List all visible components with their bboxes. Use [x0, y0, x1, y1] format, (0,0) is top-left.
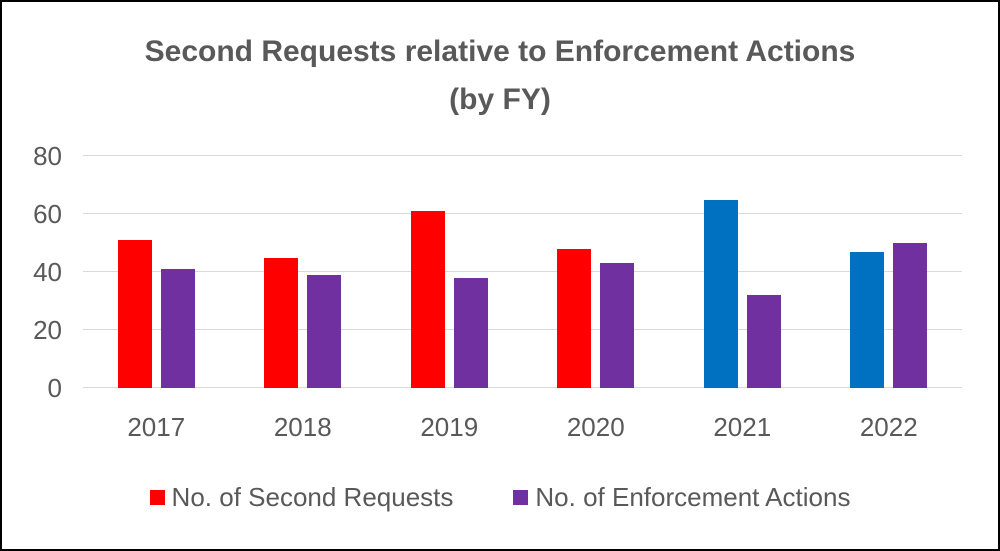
gridline-40 — [83, 271, 962, 272]
x-axis-label-2018: 2018 — [273, 412, 332, 442]
bar-series2-2022 — [893, 243, 928, 388]
plot-area — [83, 155, 962, 388]
y-axis-tick-label-60: 60 — [33, 199, 62, 229]
chart-title: Second Requests relative to Enforcement … — [144, 35, 856, 68]
x-axis-label-2021: 2021 — [713, 412, 772, 442]
x-axis-label-2017: 2017 — [127, 412, 186, 442]
legend-item-series1: No. of Second Requests — [149, 482, 454, 513]
gridline-0 — [83, 387, 962, 388]
bar-series2-2018 — [307, 274, 342, 388]
legend-item-series2: No. of Enforcement Actions — [513, 482, 850, 513]
bar-series1-2022 — [850, 251, 885, 388]
legend-swatch-icon — [149, 490, 165, 505]
y-axis-tick-label-0: 0 — [47, 373, 62, 403]
chart-subtitle: (by FY) — [449, 83, 551, 116]
legend-label: No. of Second Requests — [171, 482, 454, 512]
bar-series2-2019 — [453, 277, 488, 388]
gridline-20 — [83, 329, 962, 330]
bar-series1-2019 — [410, 211, 445, 388]
bar-series2-2017 — [160, 269, 195, 388]
x-axis-label-2020: 2020 — [566, 412, 625, 442]
y-axis-tick-label-20: 20 — [33, 315, 62, 345]
bar-series1-2017 — [117, 240, 152, 388]
chart-title-block: Second Requests relative to Enforcement … — [2, 28, 998, 124]
y-axis-tick-label-80: 80 — [33, 141, 62, 171]
legend: No. of Second Requests No. of Enforcement… — [2, 482, 998, 513]
bar-series1-2018 — [264, 257, 299, 388]
y-axis-tick-label-40: 40 — [33, 257, 62, 287]
gridline-60 — [83, 213, 962, 214]
legend-swatch-icon — [513, 490, 529, 505]
gridline-80 — [83, 155, 962, 156]
bar-series2-2021 — [746, 295, 781, 388]
bar-series1-2021 — [703, 199, 738, 388]
x-axis-label-2022: 2022 — [859, 412, 918, 442]
x-axis-label-2019: 2019 — [420, 412, 479, 442]
legend-label: No. of Enforcement Actions — [535, 482, 851, 512]
bar-series2-2020 — [600, 263, 635, 388]
bar-series1-2020 — [557, 248, 592, 388]
